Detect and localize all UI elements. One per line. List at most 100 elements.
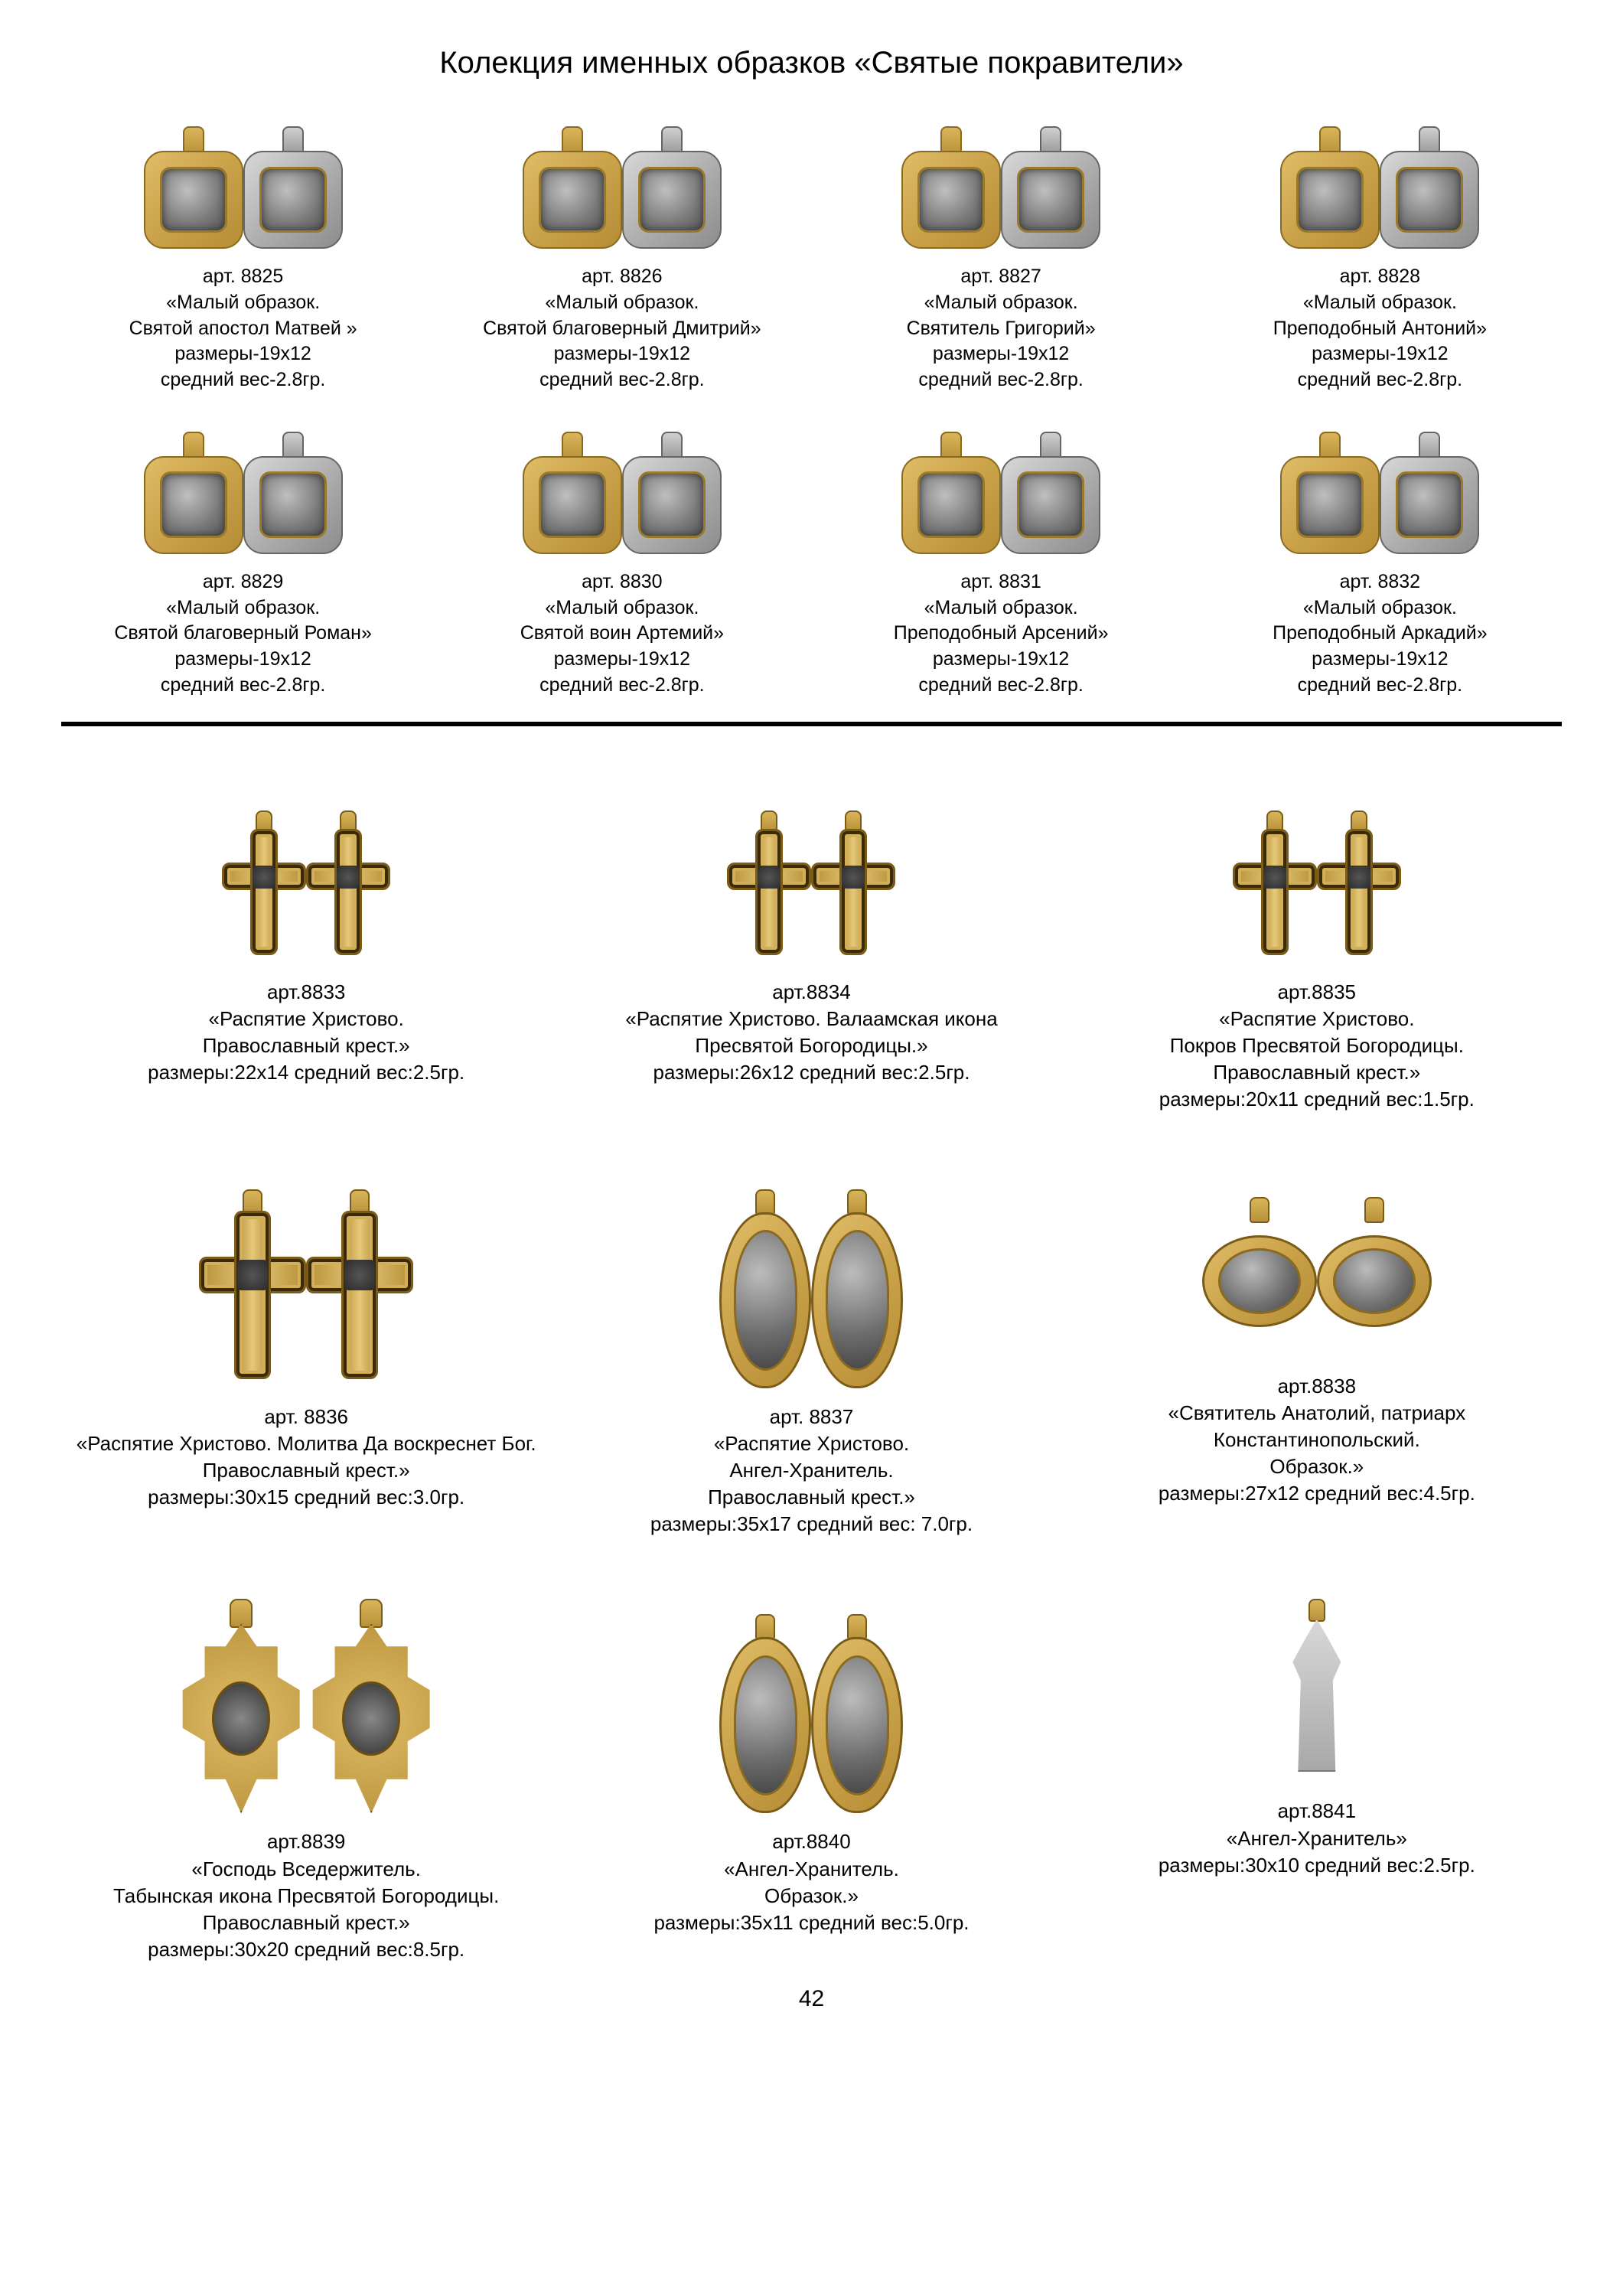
product-image-pair bbox=[1233, 749, 1401, 964]
item-art: арт. 8829 bbox=[114, 569, 372, 595]
item-art: арт.8840 bbox=[653, 1828, 969, 1855]
product-image-pair bbox=[901, 119, 1100, 249]
item-line1: «Малый образок. bbox=[1273, 595, 1488, 621]
pendant-image bbox=[1280, 126, 1380, 249]
catalog-item: арт.8834 «Распятие Христово. Валаамская … bbox=[566, 749, 1056, 1113]
oval-pendant-image bbox=[719, 1189, 811, 1388]
item-line2: Преподобный Арсений» bbox=[894, 621, 1109, 647]
item-caption: арт.8833 «Распятие Христово. Православны… bbox=[148, 979, 464, 1086]
item-line2: Преподобный Аркадий» bbox=[1273, 621, 1488, 647]
oval-pendant-image bbox=[1317, 1197, 1432, 1358]
item-caption: арт. 8827 «Малый образок. Святитель Григ… bbox=[907, 264, 1096, 393]
ornate-pendant-image bbox=[176, 1599, 306, 1813]
item-art: арт. 8831 bbox=[894, 569, 1109, 595]
item-caption: арт. 8828 «Малый образок. Преподобный Ан… bbox=[1273, 264, 1487, 393]
item-line3: Православный крест.» bbox=[1159, 1059, 1475, 1086]
cross-image bbox=[199, 1189, 306, 1388]
item-line3: Православный крест.» bbox=[650, 1484, 973, 1511]
item-caption: арт. 8837 «Распятие Христово. Ангел-Хран… bbox=[650, 1404, 973, 1538]
item-size: размеры-19х12 bbox=[129, 341, 357, 367]
page-title: Колекция именных образков «Святые покрав… bbox=[61, 46, 1562, 80]
item-line2: Табынская икона Пресвятой Богородицы. bbox=[113, 1883, 499, 1910]
product-image-pair bbox=[719, 1568, 903, 1813]
product-image-pair bbox=[176, 1568, 436, 1813]
angel-figure-image bbox=[1282, 1599, 1351, 1782]
product-image-pair bbox=[1280, 119, 1479, 249]
item-size: размеры:20х11 средний вес:1.5гр. bbox=[1159, 1086, 1475, 1113]
product-image-pair bbox=[719, 1143, 903, 1388]
cross-image bbox=[306, 1189, 413, 1388]
item-size: размеры:35х11 средний вес:5.0гр. bbox=[653, 1910, 969, 1936]
pendant-image bbox=[144, 126, 243, 249]
catalog-item: арт.8840 «Ангел-Хранитель. Образок.» раз… bbox=[566, 1568, 1056, 1962]
item-size: размеры-19х12 bbox=[1273, 647, 1488, 673]
item-line1: «Распятие Христово. bbox=[1159, 1006, 1475, 1032]
item-line1: «Малый образок. bbox=[129, 290, 357, 316]
item-line2: Святой апостол Матвей » bbox=[129, 316, 357, 342]
pendant-image bbox=[243, 432, 343, 554]
item-size: размеры-19х12 bbox=[114, 647, 372, 673]
item-line1: «Малый образок. bbox=[114, 595, 372, 621]
item-art: арт.8838 bbox=[1159, 1373, 1475, 1400]
item-weight: средний вес-2.8гр. bbox=[114, 673, 372, 699]
item-line2: Преподобный Антоний» bbox=[1273, 316, 1487, 342]
catalog-item: арт. 8830 «Малый образок. Святой воин Ар… bbox=[440, 424, 803, 699]
item-art: арт. 8828 bbox=[1273, 264, 1487, 290]
item-art: арт. 8837 bbox=[650, 1404, 973, 1430]
item-line1: «Малый образок. bbox=[907, 290, 1096, 316]
item-art: арт. 8827 bbox=[907, 264, 1096, 290]
item-line1: «Распятие Христово. bbox=[148, 1006, 464, 1032]
item-line2: Пресвятой Богородицы.» bbox=[625, 1032, 997, 1059]
catalog-item: арт. 8827 «Малый образок. Святитель Григ… bbox=[820, 119, 1183, 393]
item-size: размеры-19х12 bbox=[483, 341, 761, 367]
item-line1: «Ангел-Хранитель» bbox=[1159, 1825, 1475, 1852]
item-size: размеры-19х12 bbox=[1273, 341, 1487, 367]
item-line1: «Малый образок. bbox=[1273, 290, 1487, 316]
item-caption: арт. 8831 «Малый образок. Преподобный Ар… bbox=[894, 569, 1109, 699]
item-art: арт.8835 bbox=[1159, 979, 1475, 1006]
item-line2: Святой воин Артемий» bbox=[520, 621, 724, 647]
item-size: размеры:30х10 средний вес:2.5гр. bbox=[1159, 1852, 1475, 1879]
pendant-image bbox=[622, 126, 722, 249]
item-line2: Константинопольский. bbox=[1159, 1427, 1475, 1453]
cross-image bbox=[727, 810, 811, 964]
product-image-pair bbox=[1280, 424, 1479, 554]
item-art: арт.8834 bbox=[625, 979, 997, 1006]
item-caption: арт.8841 «Ангел-Хранитель» размеры:30х10… bbox=[1159, 1798, 1475, 1878]
item-line2: Покров Пресвятой Богородицы. bbox=[1159, 1032, 1475, 1059]
cross-image bbox=[222, 810, 306, 964]
pendant-image bbox=[622, 432, 722, 554]
cross-image bbox=[1233, 810, 1317, 964]
bottom-grid: арт.8833 «Распятие Христово. Православны… bbox=[61, 749, 1562, 1963]
item-line2: Образок.» bbox=[653, 1883, 969, 1910]
top-grid: арт. 8825 «Малый образок. Святой апостол… bbox=[61, 119, 1562, 699]
item-size: размеры:26х12 средний вес:2.5гр. bbox=[625, 1059, 997, 1086]
item-size: размеры-19х12 bbox=[907, 341, 1096, 367]
page-number: 42 bbox=[61, 1986, 1562, 2012]
item-art: арт.8833 bbox=[148, 979, 464, 1006]
item-caption: арт. 8832 «Малый образок. Преподобный Ар… bbox=[1273, 569, 1488, 699]
item-line2: Ангел-Хранитель. bbox=[650, 1457, 973, 1484]
catalog-item: арт. 8829 «Малый образок. Святой благове… bbox=[61, 424, 425, 699]
pendant-image bbox=[1380, 432, 1479, 554]
catalog-item: арт.8833 «Распятие Христово. Православны… bbox=[61, 749, 551, 1113]
item-size: размеры:22х14 средний вес:2.5гр. bbox=[148, 1059, 464, 1086]
product-image-pair bbox=[144, 119, 343, 249]
item-size: размеры:30х15 средний вес:3.0гр. bbox=[77, 1484, 536, 1511]
catalog-item: арт. 8837 «Распятие Христово. Ангел-Хран… bbox=[566, 1143, 1056, 1538]
product-image-pair bbox=[222, 749, 390, 964]
item-caption: арт. 8826 «Малый образок. Святой благове… bbox=[483, 264, 761, 393]
item-line1: «Распятие Христово. Валаамская икона bbox=[625, 1006, 997, 1032]
section-divider bbox=[61, 722, 1562, 726]
pendant-image bbox=[1380, 126, 1479, 249]
product-image-pair bbox=[727, 749, 895, 964]
item-size: размеры:27х12 средний вес:4.5гр. bbox=[1159, 1480, 1475, 1507]
cross-image bbox=[1317, 810, 1401, 964]
item-line2: Православный крест.» bbox=[148, 1032, 464, 1059]
catalog-item: арт. 8832 «Малый образок. Преподобный Ар… bbox=[1198, 424, 1562, 699]
catalog-item: арт. 8831 «Малый образок. Преподобный Ар… bbox=[820, 424, 1183, 699]
pendant-image bbox=[1001, 432, 1100, 554]
oval-pendant-image bbox=[1202, 1197, 1317, 1358]
item-weight: средний вес-2.8гр. bbox=[129, 367, 357, 393]
item-caption: арт. 8829 «Малый образок. Святой благове… bbox=[114, 569, 372, 699]
